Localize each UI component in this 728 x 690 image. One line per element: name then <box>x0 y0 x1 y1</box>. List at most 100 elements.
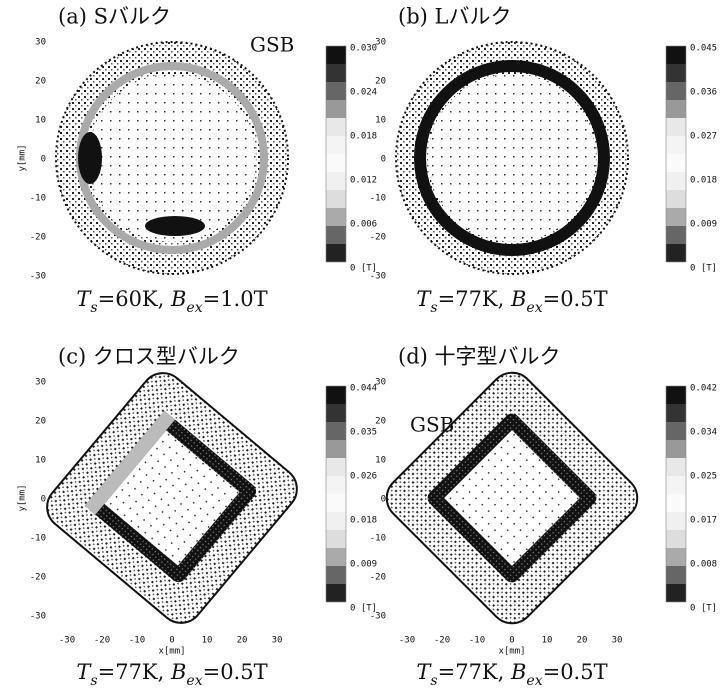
colorbar-label: 0.009 <box>350 560 377 570</box>
annotation: GSB <box>410 413 454 437</box>
colorbar <box>326 46 346 262</box>
condition: Ts=60K, Bex=1.0T <box>76 287 267 317</box>
bulk-shape <box>38 364 306 632</box>
panel-title: (b) Lバルク <box>398 5 511 29</box>
colorbar-label: 0.018 <box>690 176 717 186</box>
condition: Ts=77K, Bex=0.5T <box>76 660 267 690</box>
colorbar-label: 0.018 <box>350 132 377 142</box>
colorbar-band <box>326 476 346 494</box>
y-tick-label: 30 <box>35 378 46 388</box>
colorbar-label: 0.009 <box>690 220 717 230</box>
colorbar-band <box>326 244 346 262</box>
inner-dots <box>428 74 596 242</box>
condition-part: =77K, <box>98 660 171 684</box>
colorbar-band <box>326 100 346 118</box>
colorbar-label: 0.006 <box>350 220 377 230</box>
x-tick-label: 10 <box>202 636 213 646</box>
y-tick-label: 10 <box>35 116 46 126</box>
condition-part: =77K, <box>438 660 511 684</box>
dark-spot <box>78 132 102 184</box>
colorbar-band <box>666 494 686 512</box>
x-tick-label: 20 <box>577 636 588 646</box>
y-tick-label: -30 <box>30 272 46 282</box>
figure: (a) SバルクGSBy[mm]3020100-10-20-300.0300.0… <box>0 0 728 690</box>
y-tick-label: 20 <box>375 77 386 87</box>
colorbar-band <box>326 208 346 226</box>
colorbar-band <box>326 118 346 136</box>
colorbar-band <box>666 458 686 476</box>
colorbar-label: 0.026 <box>350 472 377 482</box>
colorbar-band <box>326 404 346 422</box>
panel: (b) Lバルク3020100-10-20-300.0450.0360.0270… <box>370 5 717 317</box>
colorbar <box>666 46 686 262</box>
y-tick-label: -10 <box>30 534 46 544</box>
colorbar-band <box>666 190 686 208</box>
colorbar-band <box>666 154 686 172</box>
x-tick-label: 30 <box>612 636 623 646</box>
x-axis-label: x[mm] <box>498 647 525 657</box>
condition-part: ex <box>526 300 542 316</box>
colorbar-band <box>666 244 686 262</box>
colorbar-label: 0.045 <box>690 44 717 54</box>
x-tick-label: -10 <box>469 636 485 646</box>
condition-part: =1.0T <box>203 287 268 311</box>
colorbar-label: 0.030 <box>350 44 377 54</box>
colorbar-band <box>666 136 686 154</box>
colorbar-band <box>326 386 346 404</box>
condition-part: ex <box>186 673 202 689</box>
colorbar-label: 0.012 <box>350 176 377 186</box>
y-axis-label: y[mm] <box>18 484 28 511</box>
condition-part: B <box>170 287 186 311</box>
x-tick-label: -20 <box>434 636 450 646</box>
x-axis-label: x[mm] <box>158 647 185 657</box>
y-tick-label: 0 <box>41 155 46 165</box>
condition-part: s <box>90 300 97 316</box>
condition-part: =60K, <box>98 287 171 311</box>
colorbar-label: 0.044 <box>350 384 377 394</box>
colorbar-band <box>326 136 346 154</box>
y-tick-label: 30 <box>35 38 46 48</box>
y-tick-label: -20 <box>30 233 46 243</box>
y-tick-label: 10 <box>375 456 386 466</box>
x-tick-label: -10 <box>129 636 145 646</box>
condition: Ts=77K, Bex=0.5T <box>416 287 607 317</box>
colorbar-band <box>666 82 686 100</box>
condition-part: ex <box>186 300 202 316</box>
y-tick-label: -20 <box>370 573 386 583</box>
dark-spot <box>145 216 205 236</box>
colorbar-label: 0.042 <box>690 384 717 394</box>
condition-part: s <box>90 673 97 689</box>
bulk-shape <box>378 364 647 633</box>
condition-part: s <box>430 673 437 689</box>
y-tick-label: 0 <box>381 155 386 165</box>
condition-part: =77K, <box>438 287 511 311</box>
field-map <box>38 364 306 632</box>
colorbar-band <box>326 566 346 584</box>
colorbar-band <box>666 100 686 118</box>
condition: Ts=77K, Bex=0.5T <box>416 660 607 690</box>
y-tick-label: 0 <box>41 495 46 505</box>
colorbar-band <box>666 386 686 404</box>
colorbar-band <box>326 422 346 440</box>
colorbar-band <box>326 154 346 172</box>
colorbar-label: 0.034 <box>690 428 717 438</box>
y-tick-label: 30 <box>375 38 386 48</box>
x-tick-label: -30 <box>399 636 415 646</box>
colorbar-band <box>326 440 346 458</box>
colorbar-band <box>326 548 346 566</box>
panel: (a) SバルクGSBy[mm]3020100-10-20-300.0300.0… <box>18 5 378 317</box>
panel-title: (d) 十字型バルク <box>398 345 561 369</box>
y-tick-label: 10 <box>375 116 386 126</box>
colorbar-band <box>666 566 686 584</box>
condition-part: B <box>170 660 186 684</box>
colorbar-band <box>666 208 686 226</box>
colorbar-band <box>326 584 346 602</box>
y-tick-label: 10 <box>35 456 46 466</box>
y-tick-label: -10 <box>370 194 386 204</box>
colorbar-band <box>666 584 686 602</box>
y-tick-label: -30 <box>370 272 386 282</box>
colorbar <box>666 386 686 602</box>
x-tick-label: 20 <box>237 636 248 646</box>
colorbar-label: 0.024 <box>350 88 377 98</box>
